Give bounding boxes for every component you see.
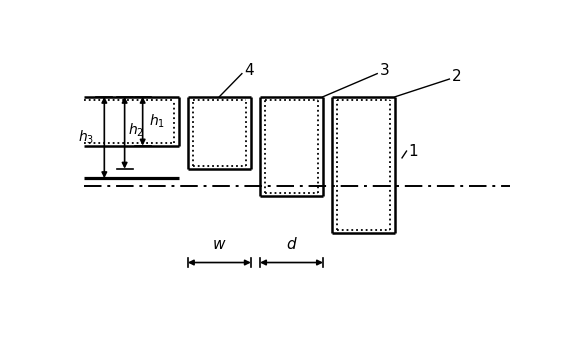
Text: $w$: $w$ <box>212 237 226 252</box>
Text: 1: 1 <box>409 144 418 158</box>
Text: 2: 2 <box>452 69 462 84</box>
Text: 4: 4 <box>244 64 254 78</box>
Text: $h_1$: $h_1$ <box>148 113 165 130</box>
Text: $h_2$: $h_2$ <box>128 121 144 139</box>
Text: $d$: $d$ <box>286 236 297 252</box>
Text: $h_3$: $h_3$ <box>78 129 94 146</box>
Text: 3: 3 <box>379 64 389 78</box>
